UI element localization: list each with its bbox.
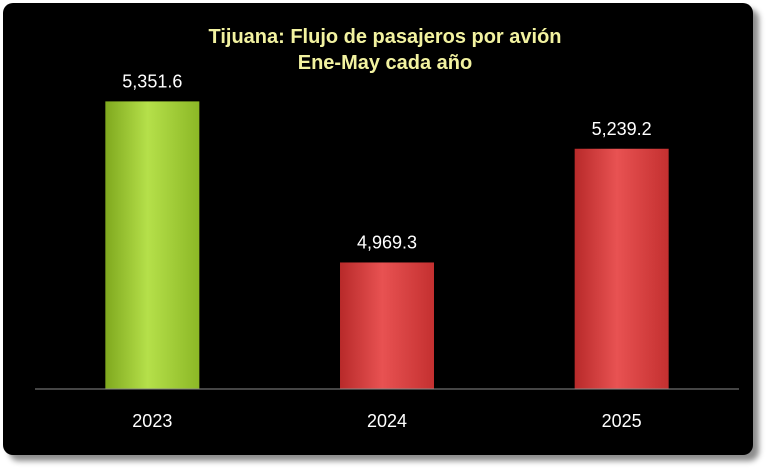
bar-2025 [574, 148, 669, 389]
bar-group [105, 101, 669, 389]
value-label-2023: 5,351.6 [122, 71, 182, 91]
bar-2023 [105, 101, 200, 389]
x-tick-label-2024: 2024 [367, 411, 407, 431]
bar-chart: Tijuana: Flujo de pasajeros por avión En… [35, 26, 739, 431]
x-tick-label-2023: 2023 [132, 411, 172, 431]
x-tick-label-2025: 2025 [602, 411, 642, 431]
chart-title: Tijuana: Flujo de pasajeros por avión [208, 26, 561, 48]
chart-subtitle: Ene-May cada año [298, 52, 473, 74]
bar-2024 [340, 262, 434, 389]
chart-frame: Tijuana: Flujo de pasajeros por avión En… [3, 3, 753, 455]
value-label-2024: 4,969.3 [357, 232, 417, 252]
label-group: 5,351.6 2023 4,969.3 2024 5,239.2 2025 [122, 71, 651, 431]
value-label-2025: 5,239.2 [592, 119, 652, 139]
